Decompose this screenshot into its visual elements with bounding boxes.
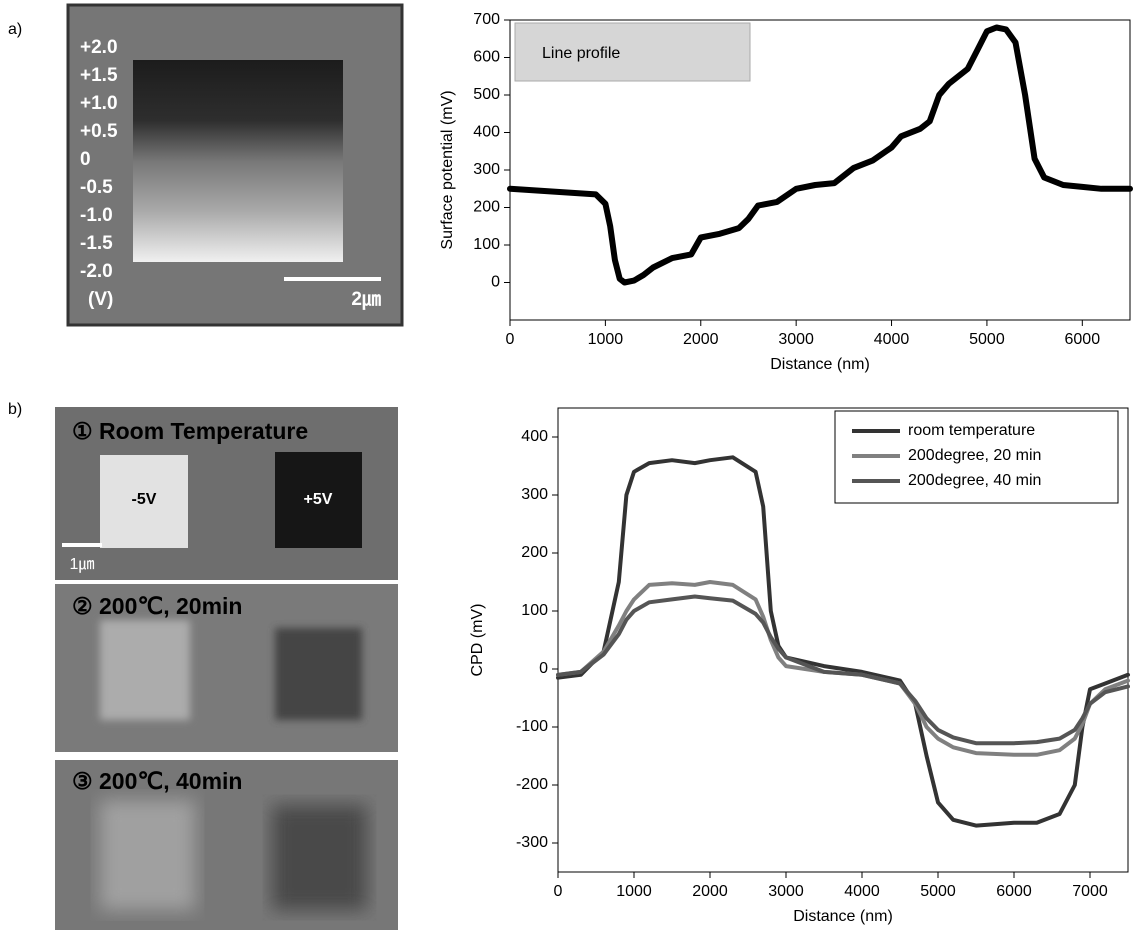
pattern: [100, 455, 188, 548]
x-tick-label: 4000: [874, 331, 910, 348]
pattern: [275, 628, 362, 720]
pattern-label: +5V: [304, 491, 333, 508]
x-tick-label: 0: [554, 883, 563, 900]
panel-label: a): [8, 21, 22, 38]
y-tick-label: 300: [521, 486, 548, 503]
annotation-box: [514, 22, 751, 82]
voltage-label: -1.0: [80, 205, 113, 226]
y-tick-label: -300: [516, 834, 548, 851]
x-tick-label: 7000: [1072, 883, 1108, 900]
panel-label: b): [8, 401, 22, 418]
cpd-line: [556, 594, 1130, 746]
plot-frame: [509, 19, 1131, 321]
plot-frame: [557, 407, 1129, 873]
x-tick-label: 3000: [768, 883, 804, 900]
pattern: [100, 620, 190, 720]
x-tick-label: 0: [506, 331, 515, 348]
x-tick-label: 3000: [778, 331, 814, 348]
scale-label: 2㎛: [351, 289, 381, 310]
voltage-label: +1.5: [80, 65, 118, 86]
x-tick-label: 1000: [616, 883, 652, 900]
voltage-label: 0: [80, 149, 91, 170]
y-tick-label: 700: [473, 11, 500, 28]
x-tick-label: 6000: [996, 883, 1032, 900]
voltage-label: +2.0: [80, 37, 118, 58]
profile-line: [507, 24, 1133, 286]
pattern: [272, 805, 367, 910]
legend-label: 200degree, 20 min: [908, 447, 1041, 464]
voltage-label: +1.0: [80, 93, 118, 114]
voltage-label: -0.5: [80, 177, 113, 198]
y-tick-label: 500: [473, 86, 500, 103]
chart: 0 1000 2000 3000 4000 5000 6000 7000-300-200-10…: [469, 407, 1130, 925]
unit-label: (V): [88, 289, 113, 310]
pattern: [133, 60, 343, 262]
scale-label: 1㎛: [70, 556, 95, 573]
legend-label: 200degree, 40 min: [908, 472, 1041, 489]
y-tick-label: 400: [521, 428, 548, 445]
x-tick-label: 5000: [969, 331, 1005, 348]
legend-label: room temperature: [908, 422, 1035, 439]
y-tick-label: 300: [473, 161, 500, 178]
x-tick-label: 1000: [588, 331, 624, 348]
chart: 0 1000 2000 3000 4000 5000 6000 0 100 200 300 400 50…: [439, 11, 1133, 373]
x-tick-label: 4000: [844, 883, 880, 900]
y-tick-label: 200: [473, 199, 500, 216]
x-tick-label: 5000: [920, 883, 956, 900]
voltage-label: +0.5: [80, 121, 118, 142]
image-title: ③ 200℃, 40min: [72, 768, 242, 794]
y-tick-label: 100: [473, 236, 500, 253]
voltage-label: -1.5: [80, 233, 113, 254]
cpd-line: [556, 580, 1130, 757]
y-tick-label: 600: [473, 49, 500, 66]
y-tick-label: 0: [491, 274, 500, 291]
y-axis-title: CPD (mV): [469, 604, 486, 677]
x-axis-title: Distance (nm): [793, 908, 893, 925]
y-tick-label: 0: [539, 660, 548, 677]
y-axis-title: Surface potential (mV): [439, 90, 456, 249]
annotation: Line profile: [542, 45, 620, 62]
x-tick-label: 6000: [1065, 331, 1101, 348]
y-tick-label: 400: [473, 124, 500, 141]
x-tick-label: 2000: [683, 331, 719, 348]
x-tick-label: 2000: [692, 883, 728, 900]
cpd-line: [556, 455, 1130, 828]
voltage-label: -2.0: [80, 261, 113, 282]
y-tick-label: -200: [516, 776, 548, 793]
image-title: ① Room Temperature: [72, 418, 308, 444]
y-tick-label: -100: [516, 718, 548, 735]
x-axis-title: Distance (nm): [770, 356, 870, 373]
pattern-label: -5V: [132, 491, 157, 508]
y-tick-label: 200: [521, 544, 548, 561]
y-tick-label: 100: [521, 602, 548, 619]
pattern: [275, 452, 362, 548]
image-title: ② 200℃, 20min: [72, 593, 242, 619]
pattern: [100, 800, 195, 910]
